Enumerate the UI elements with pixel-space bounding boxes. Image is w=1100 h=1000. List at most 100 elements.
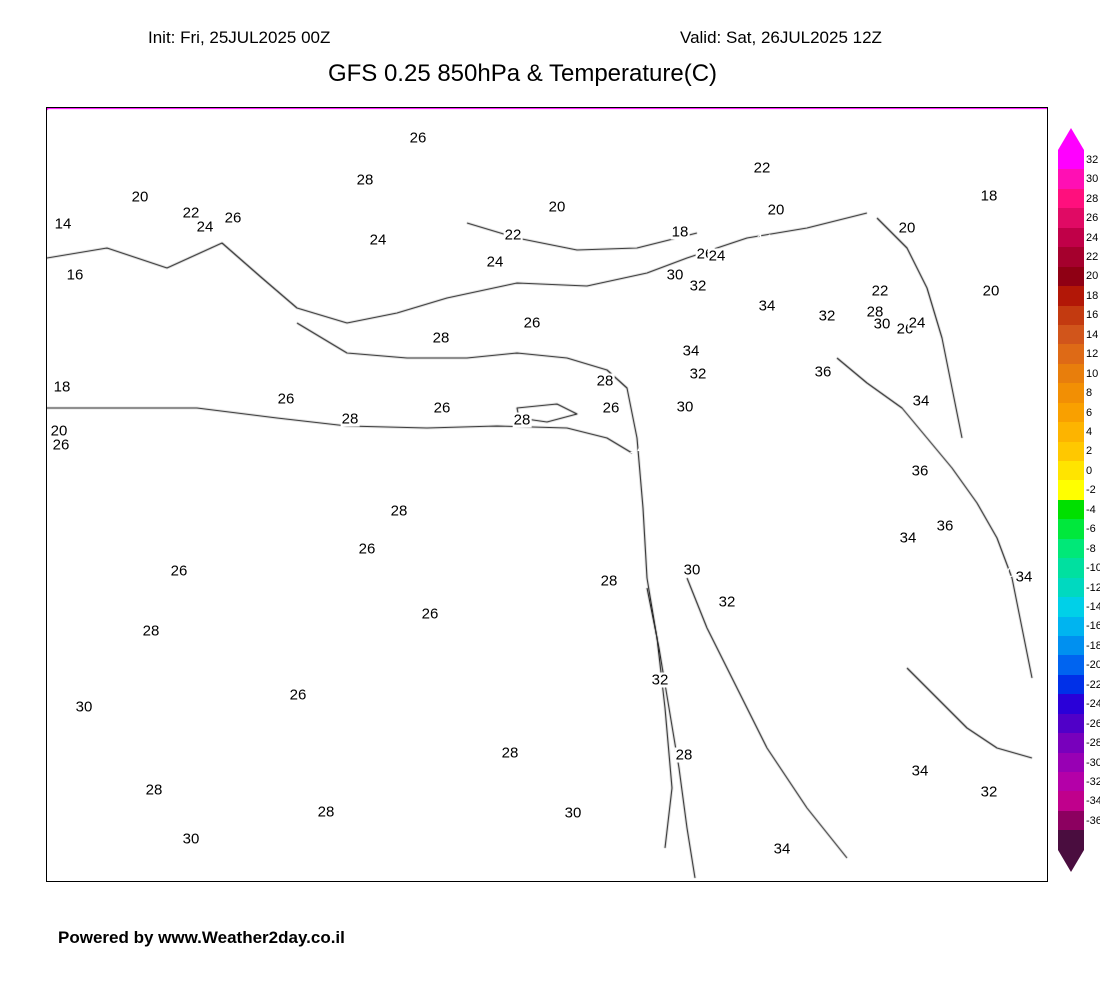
temperature-contour-label: 24 [368, 231, 388, 249]
temperature-contour-label: 34 [681, 342, 701, 360]
colorbar-tick: 0 [1086, 464, 1093, 477]
temperature-contour-label: 30 [74, 698, 94, 716]
colorbar-segment [1058, 597, 1084, 617]
colorbar-segment [1058, 635, 1084, 656]
temperature-contour-label: 20 [49, 422, 69, 440]
height-contour-label: 1520 [584, 207, 616, 223]
page-title: GFS 0.25 850hPa & Temperature(C) [327, 60, 718, 87]
temperature-contour-label: 32 [979, 783, 999, 801]
colorbar-tick: -14 [1086, 600, 1100, 613]
temperature-contour-label: 36 [935, 517, 955, 535]
temperature-contour-label: 20 [766, 201, 786, 219]
temperature-contour-label: 26 [432, 399, 452, 417]
temperature-contour-label: 28 [431, 329, 451, 347]
temperature-contour-label: 28 [141, 622, 161, 640]
temperature-contour-label: 34 [898, 529, 918, 547]
colorbar-min-arrow-icon [1058, 850, 1084, 872]
colorbar-tick: 6 [1086, 406, 1093, 419]
temperature-contour-label: 26 [276, 390, 296, 408]
temperature-contour-label: 26 [601, 399, 621, 417]
temperature-contour-label: 32 [717, 593, 737, 611]
temperature-contour-label: 32 [688, 277, 708, 295]
colorbar-segment [1058, 577, 1084, 598]
temperature-contour-label: 22 [503, 226, 523, 244]
footer-attribution: Powered by www.Weather2day.co.il [58, 928, 345, 947]
temperature-contour-label: 36 [813, 363, 833, 381]
colorbar-tick: -6 [1086, 523, 1096, 536]
temperature-contour-label: 32 [817, 307, 837, 325]
weather-map[interactable]: 26 20 28 22 26 24 14 24 22 20 20 22 18 18 20 24 26 24 30 32… [46, 107, 1048, 882]
temperature-contour-label: 22 [752, 159, 772, 177]
temperature-contour-label: 28 [340, 410, 360, 428]
colorbar-segment [1058, 286, 1084, 306]
colorbar-segment [1058, 480, 1084, 500]
height-contour-label: 1520 [304, 358, 336, 374]
temperature-contour-label: 20 [130, 188, 150, 206]
colorbar-tick: 20 [1086, 270, 1099, 283]
colorbar-tick: 18 [1086, 289, 1099, 302]
colorbar-tick: -10 [1086, 562, 1100, 575]
temperature-contour-label: 30 [682, 561, 702, 579]
temperature-contour-label: 30 [563, 804, 583, 822]
colorbar-segment [1058, 616, 1084, 636]
colorbar-segment [1058, 441, 1084, 461]
colorbar-segment [1058, 733, 1084, 753]
colorbar-tick: 10 [1086, 367, 1099, 380]
temperature-contour-label: 16 [65, 266, 85, 284]
height-contour-label: 1520 [764, 139, 796, 155]
colorbar-tick: 22 [1086, 250, 1099, 263]
colorbar-tick: 30 [1086, 173, 1099, 186]
colorbar-tick: -2 [1086, 484, 1096, 497]
colorbar-segment [1058, 810, 1084, 831]
colorbar-segment [1058, 499, 1084, 520]
temperature-contour-label: 20 [897, 219, 917, 237]
temperature-contour-label: 30 [675, 398, 695, 416]
temperature-contour-label: 22 [181, 204, 201, 222]
temperature-contour-label: 32 [650, 671, 670, 689]
temperature-contour-label: 26 [408, 129, 428, 147]
temperature-contour-label: 34 [772, 840, 792, 858]
colorbar-tick: -20 [1086, 659, 1100, 672]
height-contour-label: 1480 [436, 314, 468, 330]
colorbar-tick: 12 [1086, 348, 1099, 361]
temperature-contour-label: 28 [389, 502, 409, 520]
colorbar-segment [1058, 266, 1084, 287]
temperature-contour-label: 30 [872, 315, 892, 333]
temperature-contour-label: 32 [688, 365, 708, 383]
temperature-contour-label: 20 [547, 198, 567, 216]
colorbar-tick: -16 [1086, 620, 1100, 633]
colorbar-tick: -36 [1086, 814, 1100, 827]
colorbar-tick: 2 [1086, 445, 1093, 458]
colorbar-tick: -28 [1086, 737, 1100, 750]
colorbar-tick: 24 [1086, 231, 1099, 244]
temperature-contour-label: 26 [357, 540, 377, 558]
temperature-contour-label: 30 [665, 266, 685, 284]
temperature-contour-label: 34 [757, 297, 777, 315]
colorbar-segment [1058, 363, 1084, 384]
colorbar-segment [1058, 324, 1084, 345]
colorbar-segment [1058, 713, 1084, 734]
temperature-contour-label: 28 [144, 781, 164, 799]
colorbar-segment [1058, 188, 1084, 209]
height-contour-label: 1440 [983, 564, 1015, 580]
height-contour-label: 1440 [760, 646, 792, 662]
colorbar-segment [1058, 227, 1084, 248]
colorbar-segment [1058, 169, 1084, 189]
temperature-contour-label: 28 [674, 746, 694, 764]
temperature-contour-label: 34 [1014, 568, 1034, 586]
colorbar-tick: 16 [1086, 309, 1099, 322]
colorbar-tick: 32 [1086, 153, 1099, 166]
temperature-contour-label: 24 [195, 218, 215, 236]
colorbar-tick: -32 [1086, 775, 1100, 788]
temperature-contour-label: 24 [707, 247, 727, 265]
colorbar-tick: -4 [1086, 503, 1096, 516]
colorbar-segment [1058, 772, 1084, 792]
colorbar-segment [1058, 150, 1084, 170]
height-contour-label: 1480 [756, 231, 788, 247]
temperature-contour-label: 26 [522, 314, 542, 332]
colorbar-segment [1058, 830, 1084, 850]
colorbar-segment [1058, 208, 1084, 228]
colorbar-tick: -30 [1086, 756, 1100, 769]
colorbar-segment [1058, 791, 1084, 811]
colorbar-segment [1058, 694, 1084, 714]
